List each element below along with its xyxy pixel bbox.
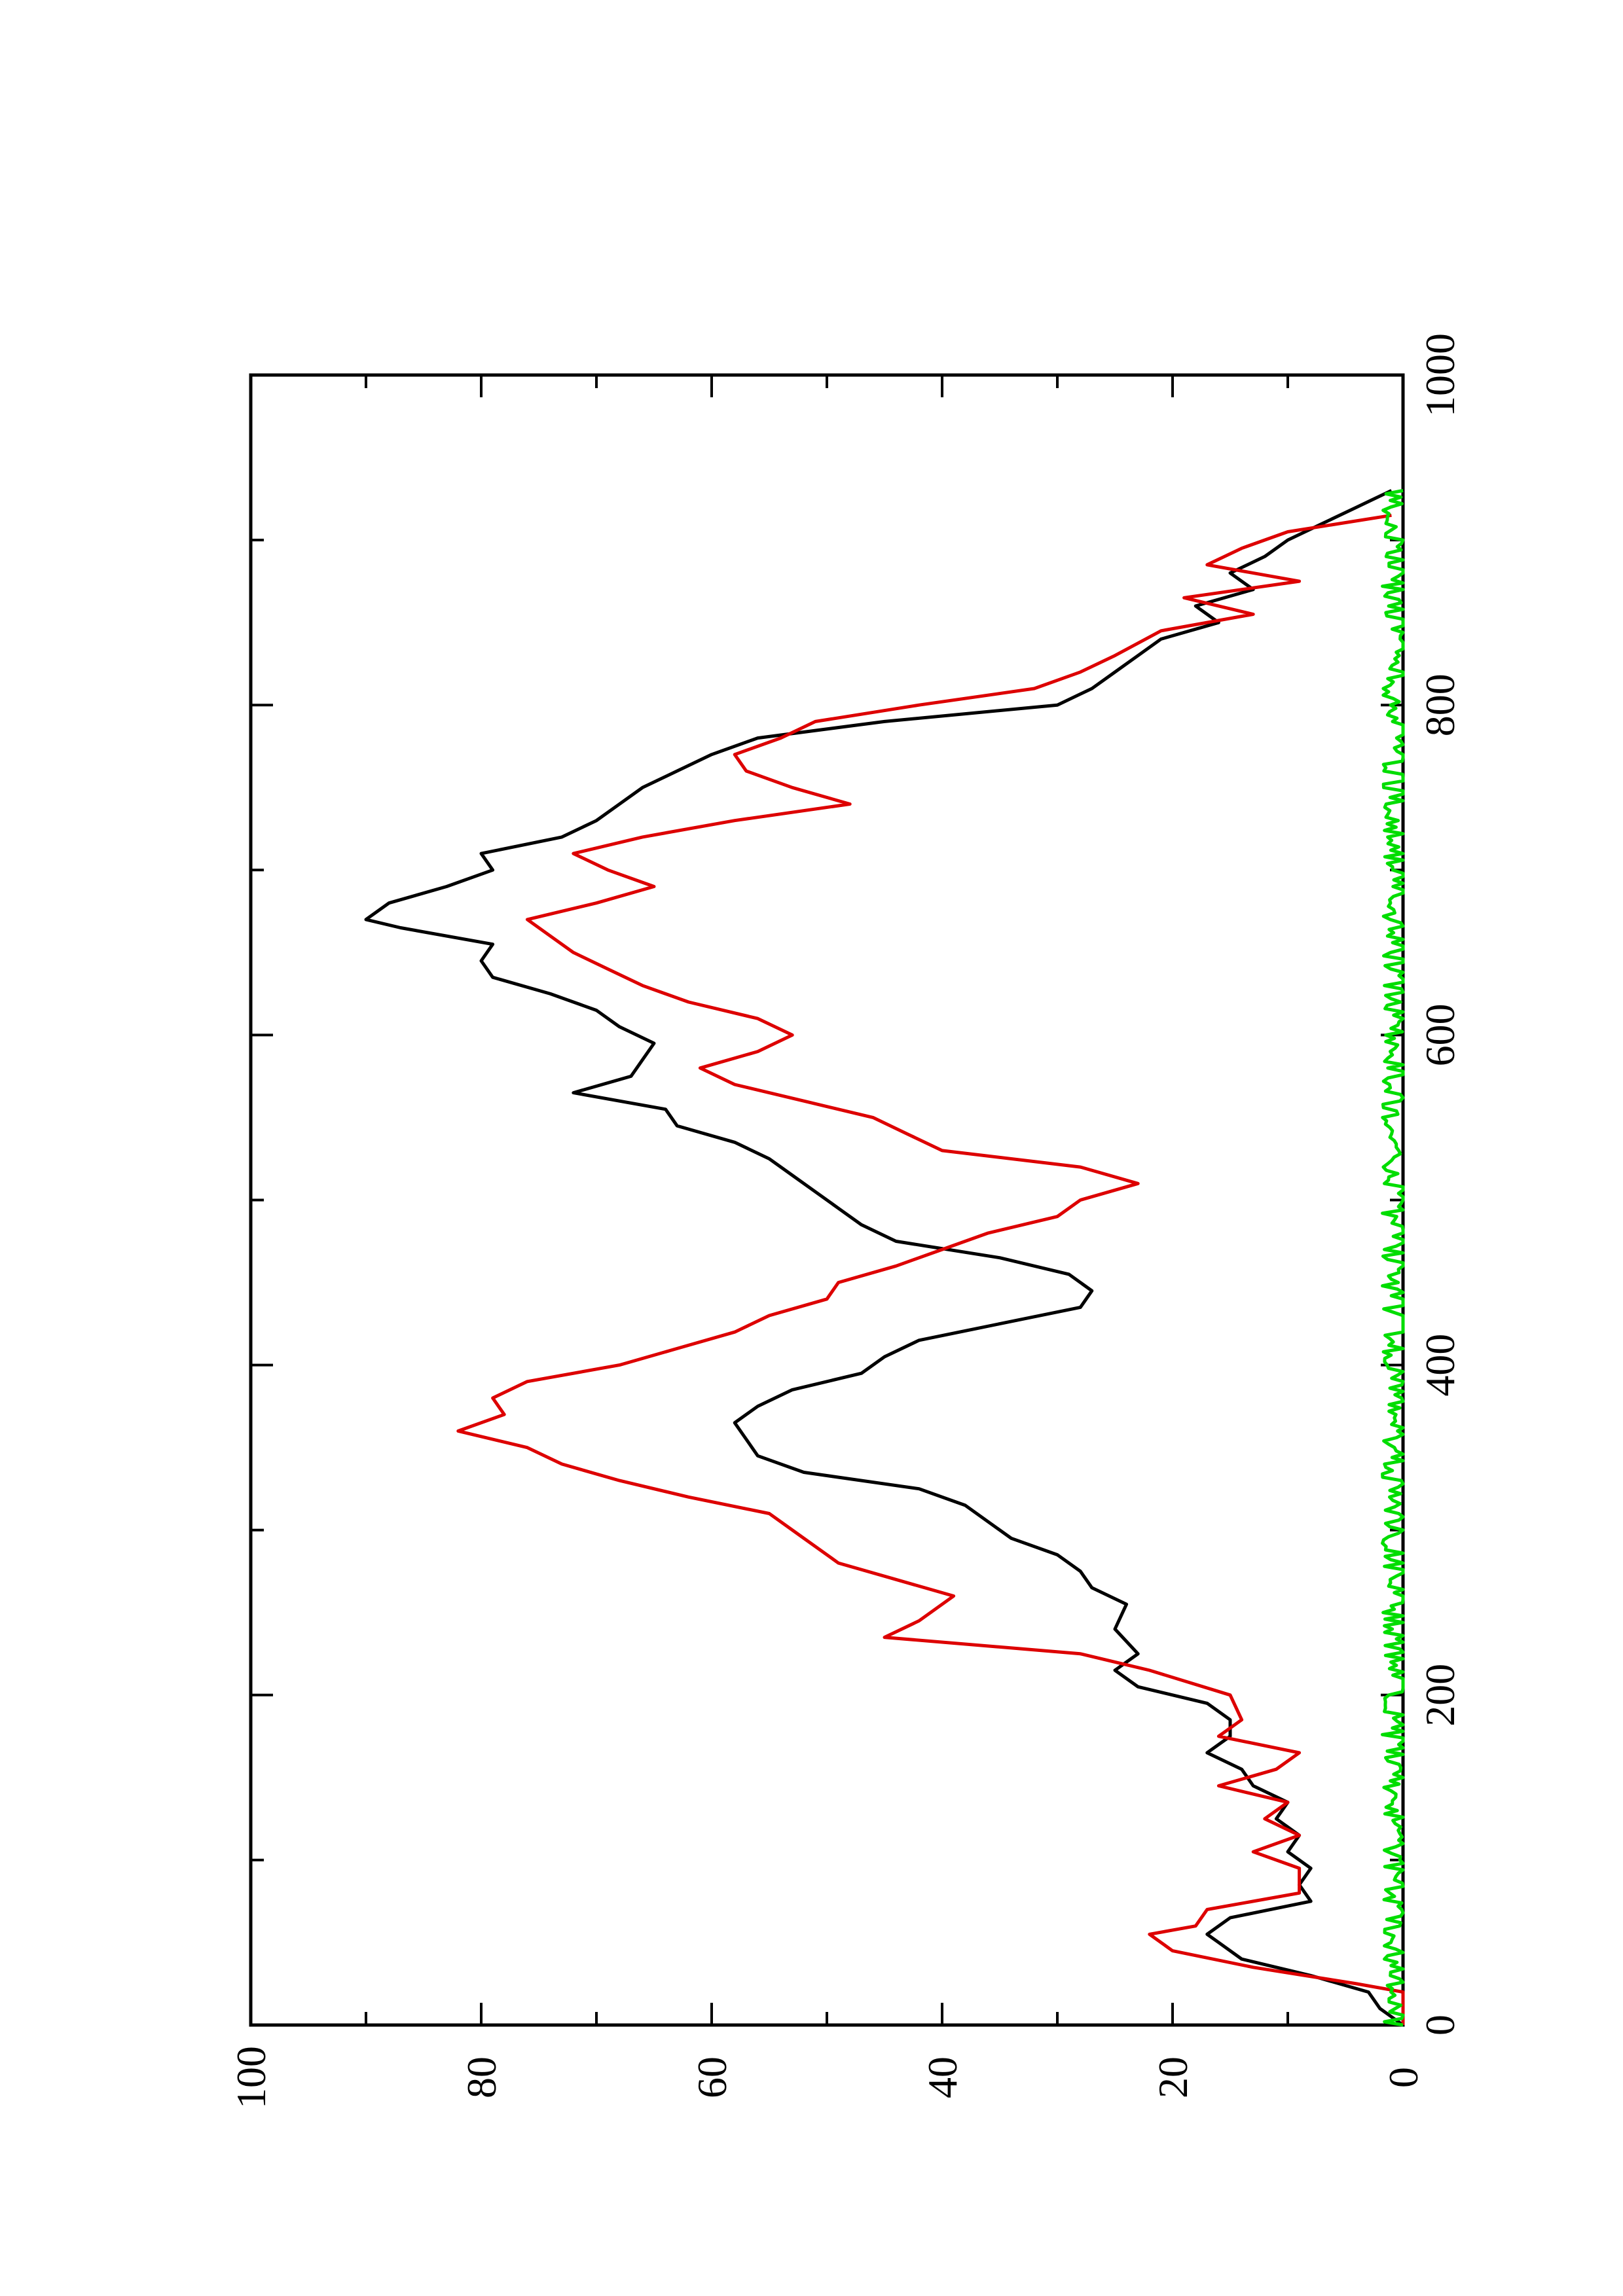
x-tick-label: 200: [1417, 1664, 1463, 1727]
x-tick-label: 0: [1417, 2015, 1463, 2036]
x-tick-label: 600: [1417, 1003, 1463, 1066]
y-tick-label: 0: [1380, 2067, 1427, 2088]
x-tick-label: 800: [1417, 673, 1463, 736]
y-tick-labels: 0 20 40 60 80 100: [228, 2046, 1427, 2109]
series-line-1: [364, 489, 1404, 2027]
axis-ticks: [249, 374, 1404, 2026]
y-tick-label: 80: [458, 2056, 505, 2098]
series-line-3: [1381, 489, 1405, 2027]
x-tick-labels: 0 200 400 600 800 1000: [1417, 333, 1463, 2036]
y-tick-label: 60: [689, 2056, 735, 2098]
x-tick-label: 1000: [1417, 333, 1463, 417]
y-tick-label: 20: [1150, 2056, 1196, 2098]
series-layer: [364, 489, 1405, 2027]
y-tick-label: 100: [228, 2046, 274, 2109]
series-line-2: [456, 513, 1405, 2025]
y-tick-label: 40: [919, 2056, 966, 2098]
x-tick-label: 400: [1417, 1334, 1463, 1397]
